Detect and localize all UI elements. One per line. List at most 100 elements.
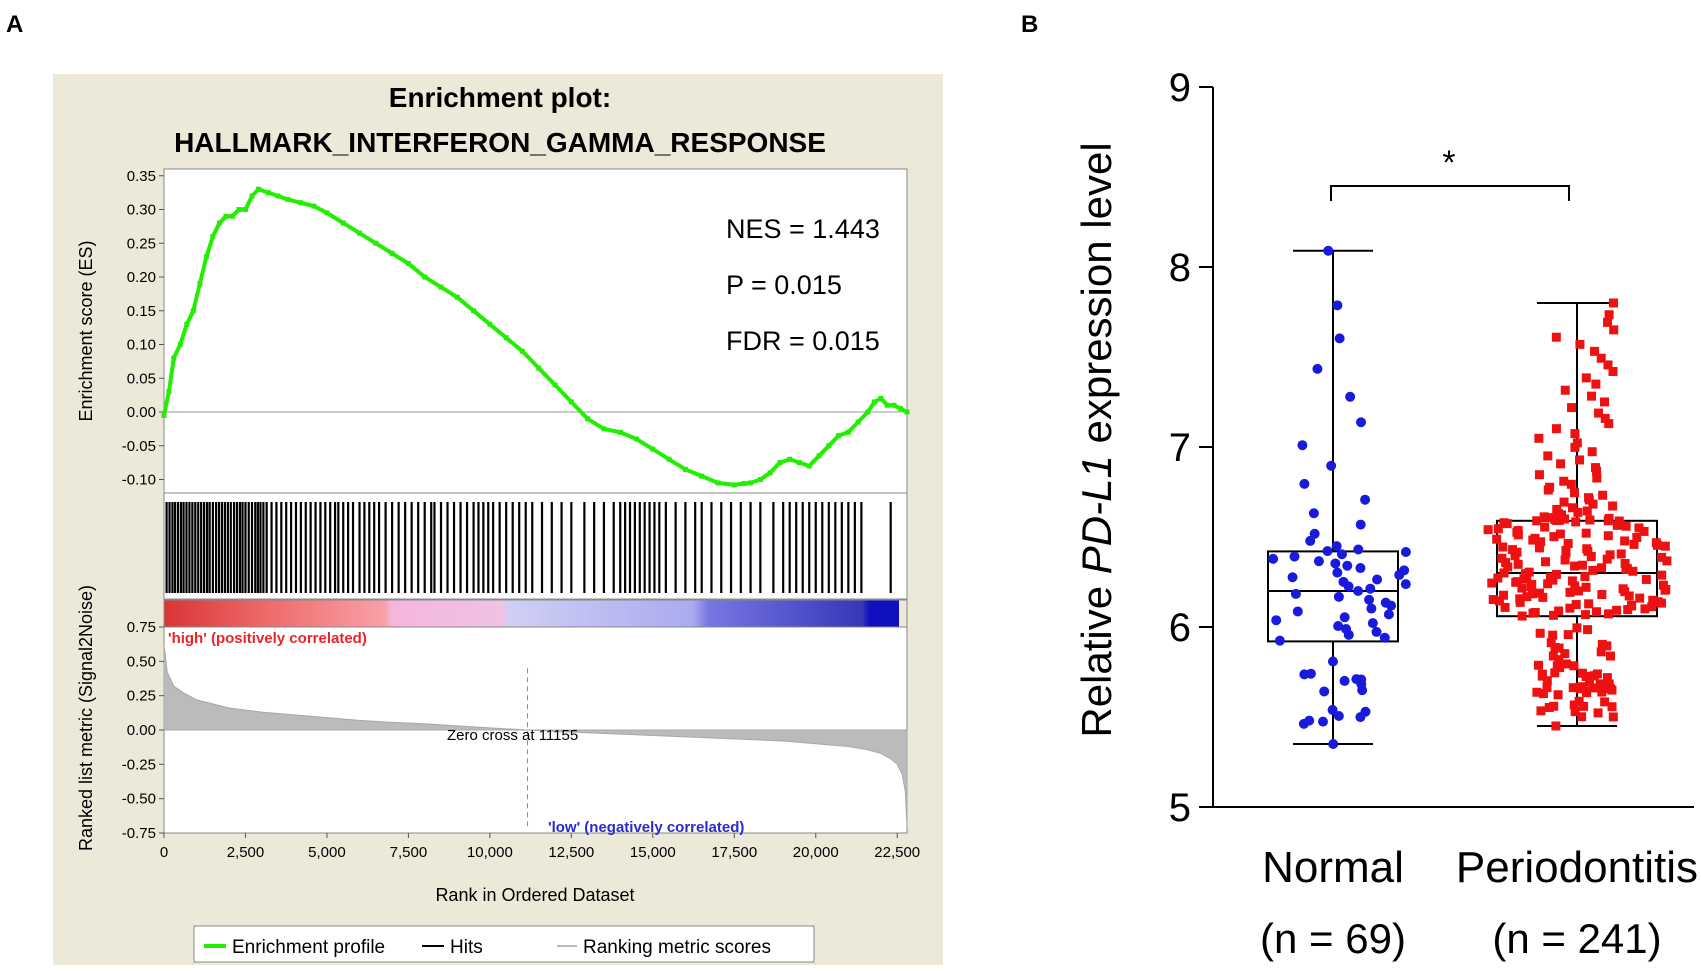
sample-point-periodontitis <box>1634 523 1644 533</box>
enrichment-point <box>229 213 235 219</box>
legend-hits-label: Hits <box>450 937 483 958</box>
sample-point-periodontitis <box>1590 346 1600 356</box>
sample-point-periodontitis <box>1657 552 1667 562</box>
sample-point-periodontitis <box>1594 408 1604 418</box>
enrichment-point <box>601 426 607 432</box>
rank-x-tick-label: 5,000 <box>308 844 346 861</box>
sample-point-periodontitis <box>1596 353 1606 363</box>
sample-point-periodontitis <box>1583 625 1593 635</box>
sample-point-periodontitis <box>1587 391 1597 401</box>
sample-point-normal <box>1338 576 1349 587</box>
sample-point-normal <box>1304 715 1315 726</box>
sample-point-normal <box>1399 565 1410 576</box>
enrichment-point <box>757 477 763 482</box>
sample-point-periodontitis <box>1572 438 1582 448</box>
sample-point-normal <box>1400 546 1411 557</box>
es-y-tick-label: -0.10 <box>122 472 156 489</box>
rank-x-ticks: 0 2,500 5,000 7,500 10,000 12,500 15,000 17,500… <box>160 833 920 861</box>
rank-axis-label: Rank in Ordered Dataset <box>435 885 634 905</box>
sample-point-periodontitis <box>1597 563 1607 573</box>
sample-point-normal <box>1336 549 1347 560</box>
sample-point-periodontitis <box>1548 630 1558 640</box>
sample-point-periodontitis <box>1624 591 1634 601</box>
enrichment-point <box>748 480 754 486</box>
sample-point-periodontitis <box>1635 593 1645 603</box>
sample-point-periodontitis <box>1622 564 1632 574</box>
sample-point-periodontitis <box>1554 606 1564 616</box>
sample-point-periodontitis <box>1608 712 1618 722</box>
sample-point-normal <box>1323 245 1334 256</box>
metric-y-tick-label: -0.75 <box>122 825 156 842</box>
sample-point-periodontitis <box>1534 470 1544 480</box>
sample-point-periodontitis <box>1530 533 1540 543</box>
sample-point-periodontitis <box>1539 512 1549 522</box>
sample-point-normal <box>1334 333 1345 344</box>
sample-point-periodontitis <box>1592 473 1602 483</box>
sample-point-periodontitis <box>1493 524 1503 534</box>
enrichment-point <box>536 365 542 371</box>
sample-point-periodontitis <box>1581 686 1591 696</box>
enrichment-point <box>585 416 591 422</box>
sample-point-normal <box>1271 615 1282 626</box>
sample-point-normal <box>1326 460 1337 471</box>
sample-point-periodontitis <box>1536 706 1546 716</box>
sample-point-periodontitis <box>1536 537 1546 547</box>
sample-point-periodontitis <box>1648 595 1658 605</box>
enrichment-point <box>236 207 242 212</box>
sample-point-periodontitis <box>1604 310 1614 320</box>
sample-point-periodontitis <box>1605 684 1615 694</box>
enrichment-point <box>298 200 304 206</box>
sample-point-periodontitis <box>1574 586 1584 596</box>
metric-y-ticks: -0.75 -0.50 -0.25 0.00 0.25 0.50 0.75 <box>122 619 164 842</box>
sample-point-periodontitis <box>1572 623 1582 633</box>
rank-x-tick-label: 2,500 <box>227 844 265 861</box>
legend-box <box>193 925 815 963</box>
sample-point-periodontitis <box>1589 683 1599 693</box>
enrichment-point <box>503 335 509 341</box>
sample-point-periodontitis <box>1549 610 1559 620</box>
sample-point-periodontitis <box>1574 696 1584 706</box>
sample-point-periodontitis <box>1517 583 1527 593</box>
sample-point-periodontitis <box>1587 447 1597 457</box>
rank-x-tick-label: 12,500 <box>548 844 594 861</box>
enrichment-title-line1: Enrichment plot: <box>389 82 611 113</box>
enrichment-point <box>190 308 196 314</box>
es-y-tick-label: 0.20 <box>127 269 156 286</box>
rank-x-tick-label: 0 <box>160 844 168 861</box>
sample-point-periodontitis <box>1620 558 1630 568</box>
sample-point-normal <box>1339 612 1350 623</box>
sample-point-periodontitis <box>1563 630 1573 640</box>
enrichment-point <box>836 433 842 439</box>
expression-axis-prefix: Relative <box>1073 574 1120 737</box>
sample-point-periodontitis <box>1548 651 1558 661</box>
sample-point-periodontitis <box>1553 690 1563 700</box>
sample-point-periodontitis <box>1609 325 1619 335</box>
es-plot-area <box>163 168 908 494</box>
metric-axis-label: Ranked list metric (Signal2Noise) <box>76 585 96 851</box>
sample-point-periodontitis <box>1569 661 1579 671</box>
sample-point-periodontitis <box>1660 541 1670 551</box>
sample-point-periodontitis <box>1584 677 1594 687</box>
sample-point-periodontitis <box>1573 507 1583 517</box>
sample-point-normal <box>1380 597 1391 608</box>
sample-point-periodontitis <box>1571 517 1581 527</box>
sample-point-normal <box>1379 632 1390 643</box>
sample-point-periodontitis <box>1568 683 1578 693</box>
sample-point-periodontitis <box>1561 659 1571 669</box>
enrichment-point <box>796 460 802 466</box>
enrichment-point <box>568 399 574 405</box>
sample-point-periodontitis <box>1522 592 1532 602</box>
group-periodontitis-n: (n = 241) <box>1492 915 1661 962</box>
sample-point-periodontitis <box>1537 671 1547 681</box>
metric-y-tick-label: 0.00 <box>127 722 156 739</box>
sample-point-periodontitis <box>1555 663 1565 673</box>
sample-point-normal <box>1313 556 1324 567</box>
box-iqr <box>1267 550 1399 643</box>
sample-point-periodontitis <box>1534 543 1544 553</box>
legend-profile-label: Enrichment profile <box>232 937 385 958</box>
sample-point-periodontitis <box>1513 526 1523 536</box>
sample-point-periodontitis <box>1571 600 1581 610</box>
sample-point-periodontitis <box>1560 649 1570 659</box>
sample-point-periodontitis <box>1559 476 1569 486</box>
enrichment-point <box>265 190 271 196</box>
